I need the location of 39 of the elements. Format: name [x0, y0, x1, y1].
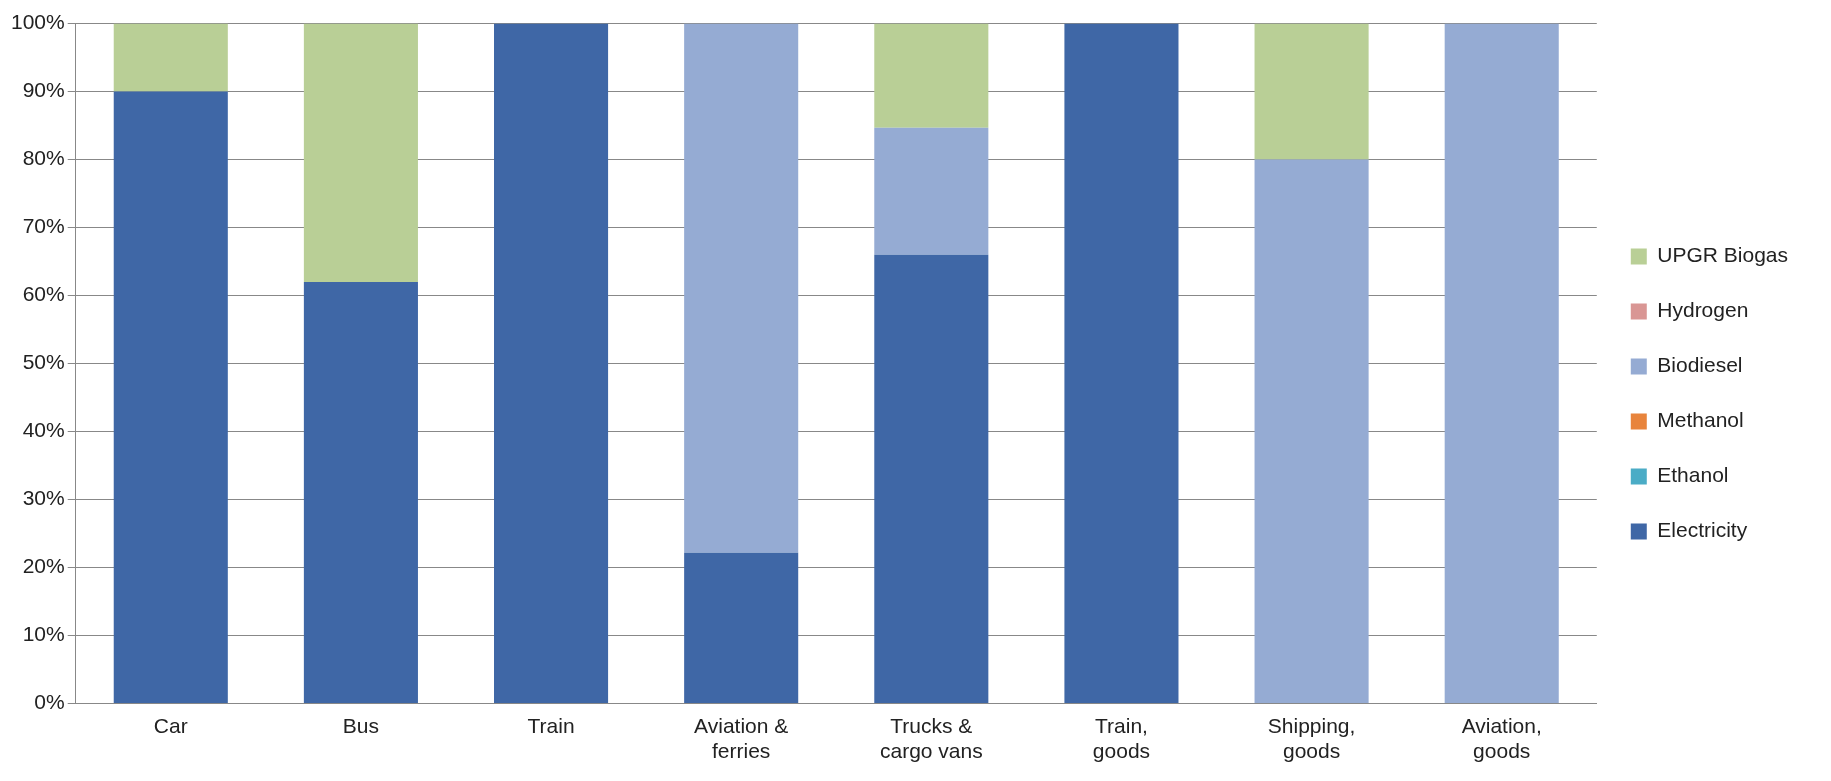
y-tick-label: 30%	[22, 486, 65, 510]
x-tick-label: Trucks & cargo vans	[879, 714, 983, 763]
bar	[1444, 23, 1559, 704]
y-tick-label: 40%	[22, 418, 65, 442]
x-tick-label: Aviation & ferries	[694, 714, 789, 763]
x-tick-label: Car	[153, 714, 188, 737]
legend-label: Hydrogen	[1657, 298, 1749, 322]
bar	[684, 23, 799, 553]
y-tick-label: 70%	[22, 214, 65, 238]
legend-label: Ethanol	[1657, 463, 1729, 487]
bar	[874, 254, 989, 704]
bar	[113, 23, 228, 92]
y-tick-label: 80%	[22, 146, 65, 170]
y-tick-label: 0%	[34, 690, 65, 714]
legend-label: UPGR Biogas	[1657, 243, 1788, 267]
y-tick-label: 50%	[22, 350, 65, 374]
bar	[113, 91, 228, 704]
y-tick-label: 90%	[22, 78, 65, 102]
legend-label: Biodiesel	[1657, 353, 1743, 377]
y-tick-label: 10%	[22, 622, 65, 646]
bar	[1254, 23, 1369, 160]
bar	[494, 23, 609, 704]
bar	[303, 282, 418, 704]
x-tick-label: Aviation, goods	[1461, 714, 1542, 763]
x-tick-label: Bus	[342, 714, 379, 737]
y-tick-label: 60%	[22, 282, 65, 306]
bar	[684, 552, 799, 704]
x-tick-label: Train, goods	[1092, 714, 1151, 763]
legend-label: Methanol	[1657, 408, 1744, 432]
bar	[1064, 23, 1179, 704]
legend-label: Electricity	[1657, 518, 1748, 542]
x-tick-label: Train	[527, 714, 575, 737]
bar	[303, 23, 418, 282]
bar	[874, 127, 989, 255]
bar	[874, 23, 989, 128]
bar	[1254, 159, 1369, 704]
x-tick-label: Shipping, goods	[1267, 714, 1356, 763]
y-tick-label: 20%	[22, 554, 65, 578]
y-tick-label: 100%	[10, 10, 65, 34]
